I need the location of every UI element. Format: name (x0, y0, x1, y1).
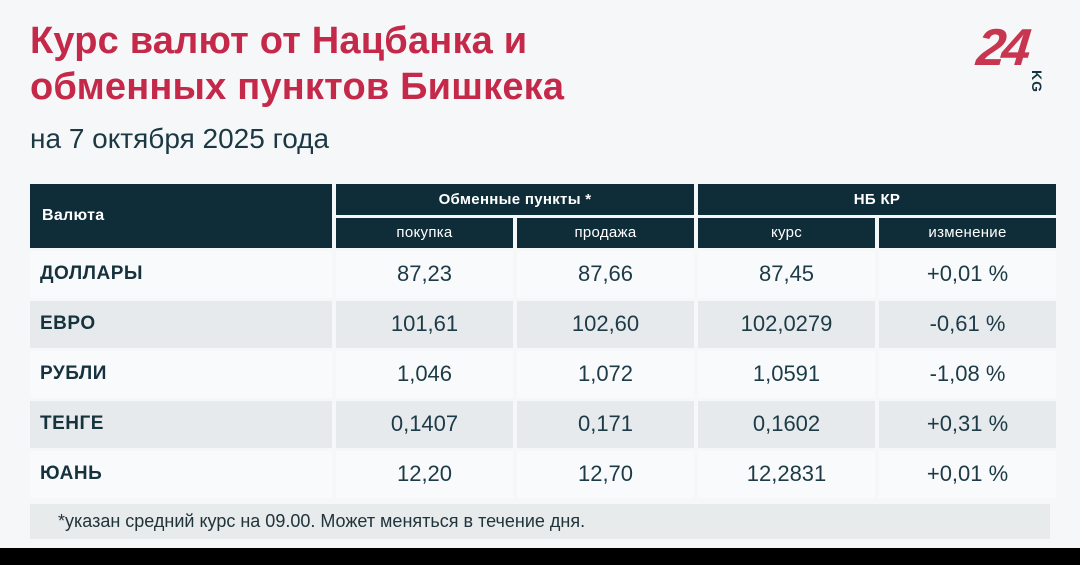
currency-name: ЮАНЬ (30, 450, 332, 498)
subheader-sell: продажа (517, 217, 695, 248)
logo-kg-label: KG (1029, 70, 1045, 93)
sell-value: 102,60 (517, 300, 695, 348)
rate-value: 1,0591 (698, 350, 876, 398)
bottom-bar (0, 548, 1080, 565)
subheader-buy: покупка (336, 217, 513, 248)
currency-name: ЕВРО (30, 300, 332, 348)
buy-value: 12,20 (336, 450, 513, 498)
page-title-line2: обменных пунктов Бишкека (30, 66, 565, 109)
sell-value: 0,171 (517, 400, 695, 448)
footnote-text: *указан средний курс на 09.00. Может мен… (58, 510, 586, 531)
subheader-rate: курс (698, 217, 876, 248)
change-value: +0,01 % (879, 450, 1057, 498)
sell-value: 1,072 (517, 350, 695, 398)
buy-value: 1,046 (336, 350, 513, 398)
group-header-nbkr: НБ КР (698, 183, 1057, 215)
change-value: -0,61 % (879, 300, 1057, 348)
change-value: -1,08 % (879, 350, 1057, 398)
currency-name: ТЕНГЕ (30, 400, 332, 448)
header-cell-currency: Валюта (30, 183, 332, 248)
table-row-euro: ЕВРО 101,61 102,60 102,0279 -0,61 % (30, 300, 1057, 348)
buy-value: 87,23 (336, 250, 513, 298)
footnote-band: *указан средний курс на 09.00. Может мен… (30, 503, 1050, 539)
buy-value: 0,1407 (336, 400, 513, 448)
sell-value: 87,66 (517, 250, 695, 298)
rate-value: 12,2831 (698, 450, 876, 498)
page-subtitle: на 7 октября 2025 года (30, 122, 330, 154)
currency-name: РУБЛИ (30, 350, 332, 398)
table-row-yuan: ЮАНЬ 12,20 12,70 12,2831 +0,01 % (30, 450, 1057, 498)
table-row-rubles: РУБЛИ 1,046 1,072 1,0591 -1,08 % (30, 350, 1057, 398)
rates-table: Валюта Обменные пункты * НБ КР покупка п… (26, 181, 1060, 501)
sell-value: 12,70 (517, 450, 695, 498)
change-value: +0,01 % (879, 250, 1057, 298)
logo-24-icon: 24 (974, 19, 1031, 77)
rate-value: 87,45 (698, 250, 876, 298)
rate-value: 0,1602 (698, 400, 876, 448)
logo-24kg: 24 KG (974, 19, 1052, 93)
infographic-page: 24 KG Курс валют от Нацбанка и обменных … (0, 18, 1080, 565)
currency-name: ДОЛЛАРЫ (30, 250, 332, 298)
table-row-dollars: ДОЛЛАРЫ 87,23 87,66 87,45 +0,01 % (30, 250, 1057, 298)
subheader-change: изменение (879, 217, 1057, 248)
page-title: Курс валют от Нацбанка и обменных пункто… (30, 18, 960, 111)
buy-value: 101,61 (336, 300, 513, 348)
page-title-line1: Курс валют от Нацбанка и (30, 20, 528, 62)
rate-value: 102,0279 (698, 300, 876, 348)
group-header-exchange-offices: Обменные пункты * (336, 183, 695, 215)
table-row-tenge: ТЕНГЕ 0,1407 0,171 0,1602 +0,31 % (30, 400, 1057, 448)
change-value: +0,31 % (879, 400, 1057, 448)
